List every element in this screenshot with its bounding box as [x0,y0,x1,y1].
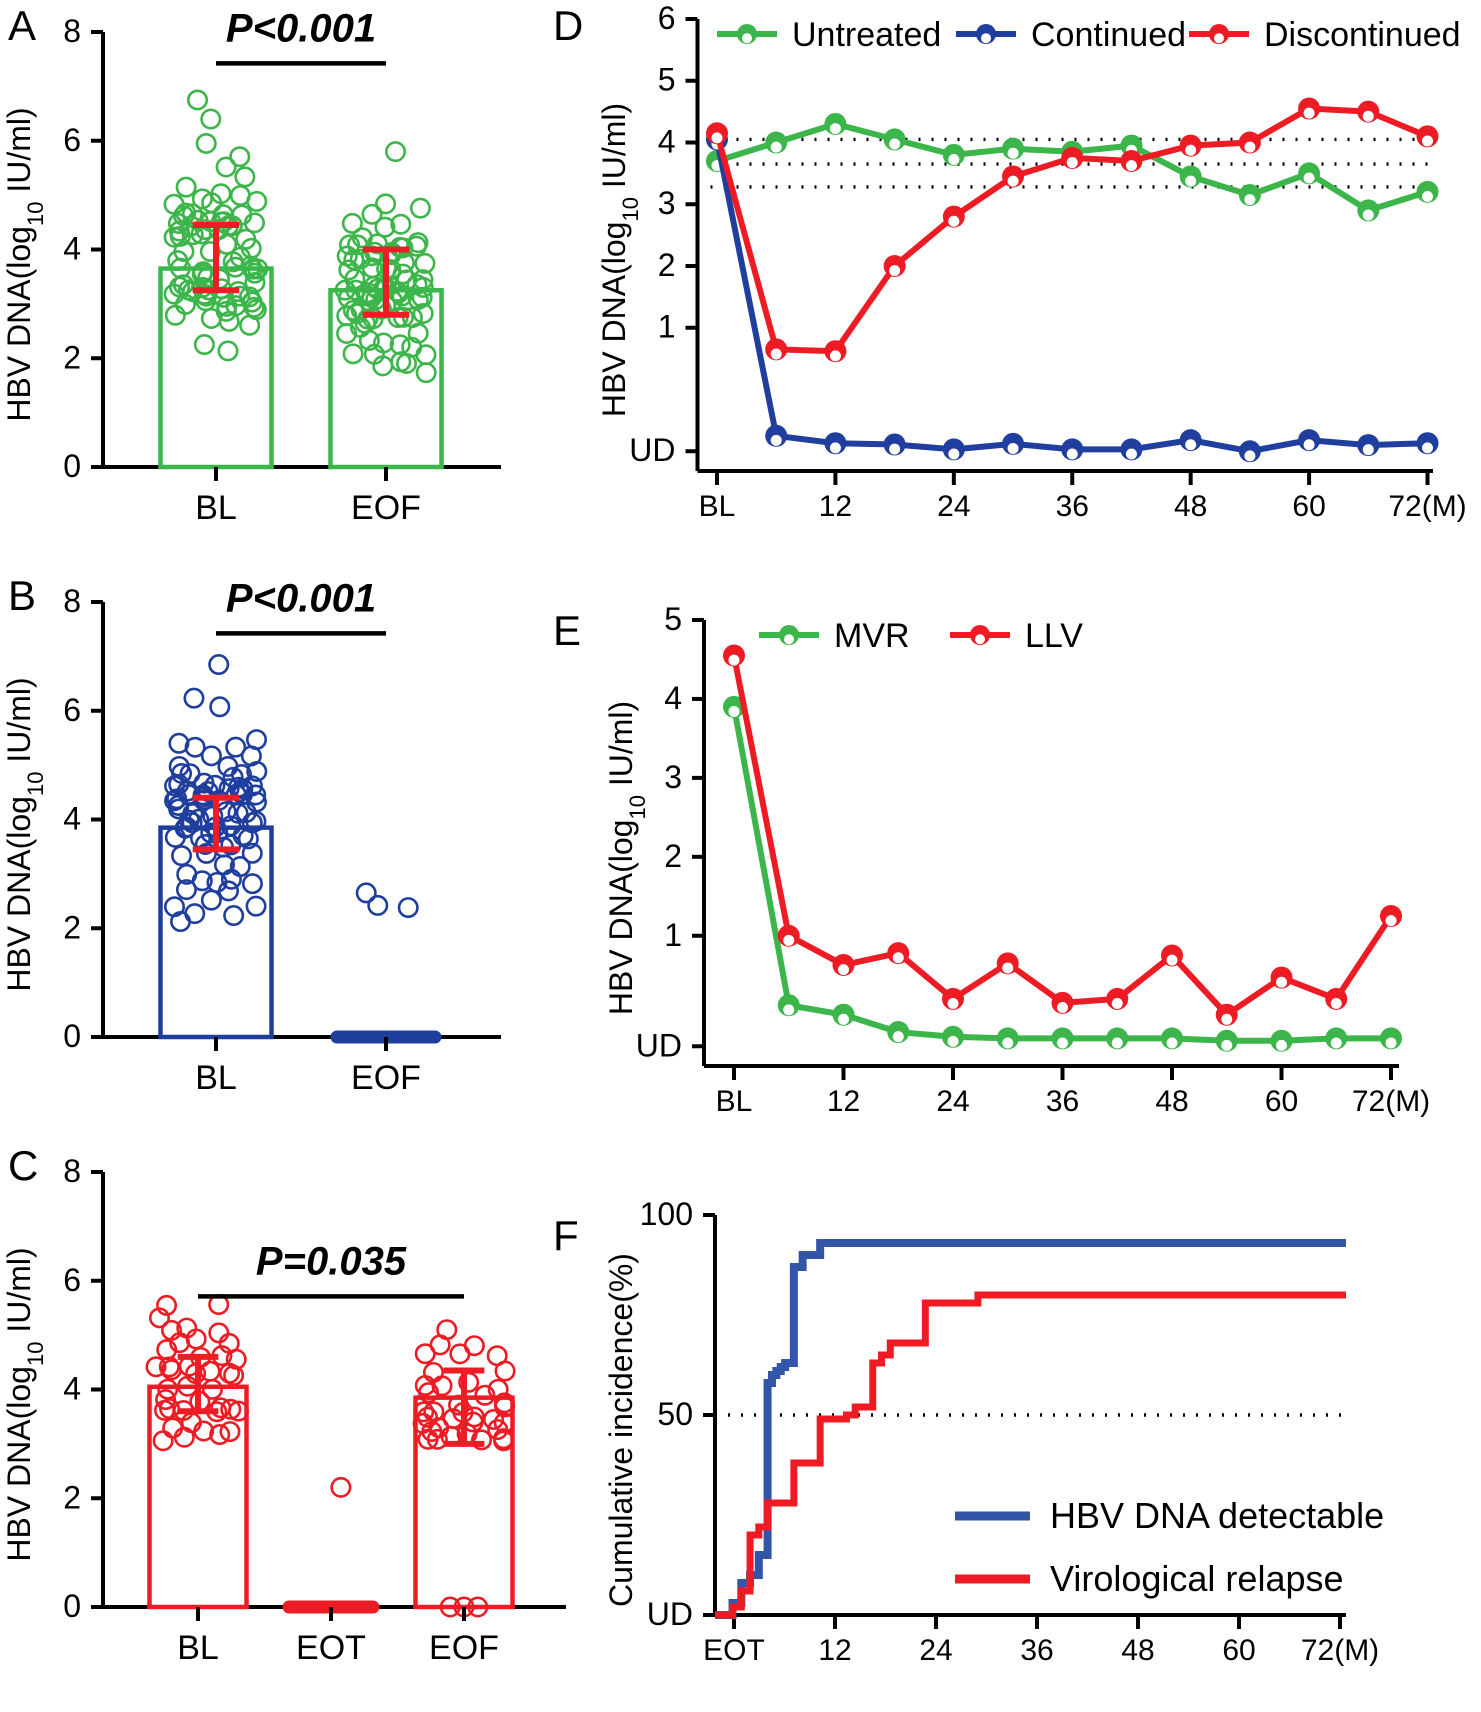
svg-text:3: 3 [664,759,682,795]
svg-text:Discontinued: Discontinued [1264,16,1461,54]
svg-text:24: 24 [936,1085,969,1118]
svg-text:60: 60 [1222,1634,1255,1667]
svg-text:48: 48 [1174,490,1207,523]
svg-text:12: 12 [819,490,852,523]
svg-text:72(M): 72(M) [1388,490,1466,523]
svg-text:60: 60 [1265,1085,1298,1118]
svg-text:Continued: Continued [1031,16,1186,54]
svg-text:HBV DNA(log10 IU/ml): HBV DNA(log10 IU/ml) [603,701,650,1015]
svg-text:36: 36 [1020,1634,1053,1667]
svg-text:UD: UD [636,1027,682,1063]
svg-text:5: 5 [664,601,682,637]
svg-text:EOT: EOT [703,1634,765,1667]
svg-text:HBV DNA(log10 IU/ml): HBV DNA(log10 IU/ml) [596,103,643,417]
svg-text:Cumulative incidence(%): Cumulative incidence(%) [603,1253,639,1607]
svg-text:50: 50 [657,1396,693,1432]
svg-text:1: 1 [664,917,682,953]
svg-text:72(M): 72(M) [1352,1085,1430,1118]
svg-text:HBV DNA detectable: HBV DNA detectable [1050,1495,1384,1536]
svg-text:3: 3 [658,185,676,221]
svg-text:LLV: LLV [1025,617,1083,655]
svg-text:12: 12 [827,1085,860,1118]
svg-text:48: 48 [1155,1085,1188,1118]
svg-text:BL: BL [699,490,736,523]
svg-text:24: 24 [919,1634,952,1667]
svg-text:60: 60 [1292,490,1325,523]
svg-text:24: 24 [937,490,970,523]
svg-text:Untreated: Untreated [792,16,941,54]
svg-text:MVR: MVR [834,617,910,655]
svg-text:6: 6 [658,0,676,36]
svg-text:72(M): 72(M) [1301,1634,1379,1667]
svg-text:4: 4 [664,680,682,716]
svg-text:2: 2 [664,838,682,874]
svg-text:100: 100 [640,1196,693,1232]
svg-text:Virological relapse: Virological relapse [1050,1558,1344,1599]
svg-text:12: 12 [818,1634,851,1667]
svg-text:E: E [553,607,581,654]
svg-text:36: 36 [1046,1085,1079,1118]
svg-text:D: D [553,2,583,49]
svg-text:BL: BL [716,1085,753,1118]
svg-text:4: 4 [658,123,676,159]
svg-text:UD: UD [647,1596,693,1632]
svg-text:F: F [553,1212,579,1259]
svg-text:48: 48 [1121,1634,1154,1667]
svg-text:1: 1 [658,309,676,345]
svg-text:5: 5 [658,62,676,98]
svg-text:36: 36 [1056,490,1089,523]
svg-text:2: 2 [658,247,676,283]
svg-text:UD: UD [629,432,675,468]
